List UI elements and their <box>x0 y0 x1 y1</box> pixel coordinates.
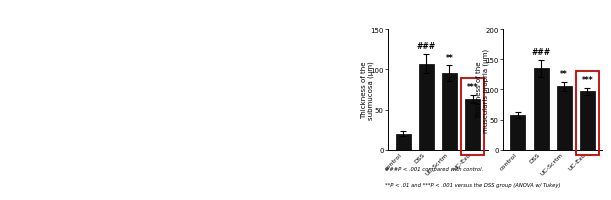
Text: **: ** <box>445 53 453 62</box>
Text: ###: ### <box>417 42 436 51</box>
Bar <box>395 134 411 150</box>
Y-axis label: Thickness of the
submucosa (μm): Thickness of the submucosa (μm) <box>360 61 375 119</box>
Bar <box>533 69 549 150</box>
Bar <box>580 92 595 150</box>
Text: **: ** <box>560 70 568 79</box>
Bar <box>510 116 525 150</box>
Text: **P < .01 and ***P < .001 versus the DSS group (ANOVA w/ Tukey): **P < .01 and ***P < .001 versus the DSS… <box>385 182 560 187</box>
Text: ***: *** <box>582 76 593 85</box>
Text: ###: ### <box>532 48 551 57</box>
Bar <box>557 87 572 150</box>
Text: ###P < .001 compared with control.: ###P < .001 compared with control. <box>385 166 483 171</box>
Y-axis label: Thickness of the
muscularis propria (μm): Thickness of the muscularis propria (μm) <box>475 48 489 132</box>
Bar <box>442 74 457 150</box>
Text: ***: *** <box>467 83 478 92</box>
Bar <box>419 64 434 150</box>
Bar <box>465 100 480 150</box>
